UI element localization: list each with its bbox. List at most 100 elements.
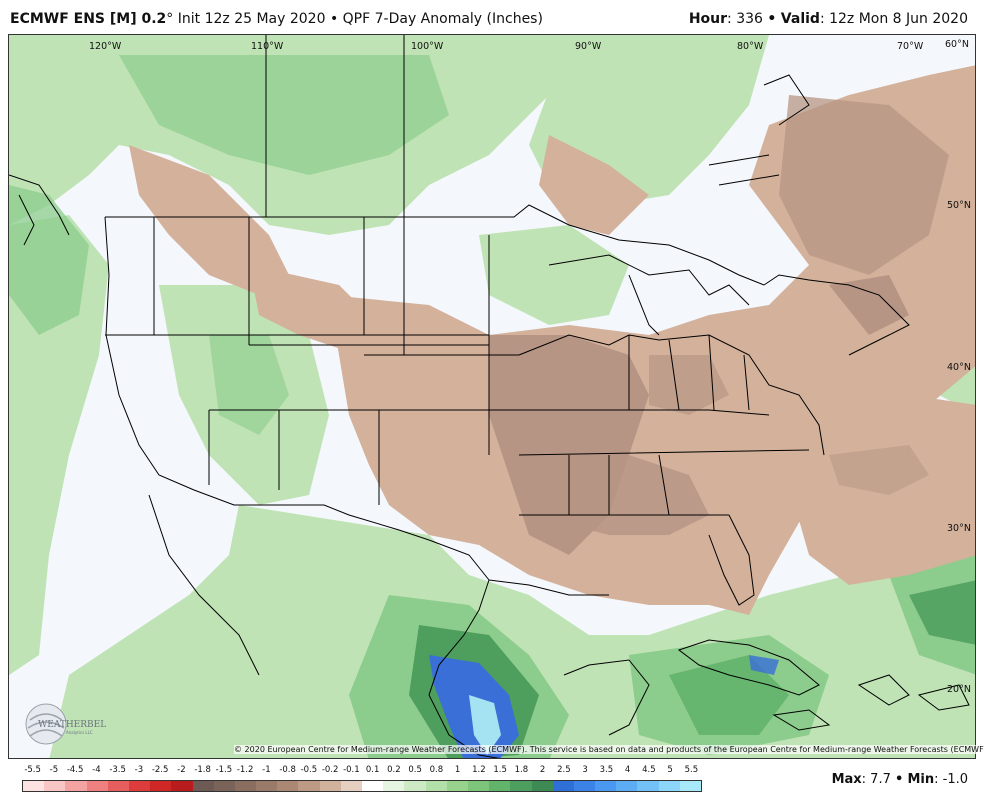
colorbar-tick-label: 1.5 (493, 765, 507, 775)
colorbar-swatch (150, 781, 172, 791)
lon-label-120w: 120°W (89, 41, 122, 52)
maxmin-bullet: • (895, 772, 904, 787)
colorbar-tick-label: -5.5 (24, 765, 41, 775)
map-canvas: 120°W 110°W 100°W 90°W 80°W 70°W 60°N 50… (9, 35, 975, 758)
colorbar-tick-label: -2.5 (151, 765, 169, 775)
colorbar-labels: -5.5 -5 -4.5 -4 -3.5 -3 -2.5 -2 -1.8 -1.5 -1.2 -1 -0… (22, 765, 702, 777)
lon-label-110w: 110°W (251, 41, 284, 52)
graticule-labels: 120°W 110°W 100°W 90°W 80°W 70°W 60°N 50… (89, 39, 971, 695)
degree-mark: ° (166, 11, 174, 27)
colorbar-tick-label: 1.2 (472, 765, 486, 775)
valid-bullet: • (767, 11, 777, 27)
colorbar-tick-label: 2.5 (557, 765, 571, 775)
max-value: : 7.7 (861, 772, 891, 787)
colorbar-swatch (86, 781, 108, 791)
colorbar-swatch (467, 781, 490, 791)
lon-label-80w: 80°W (737, 41, 764, 52)
colorbar-tick-label: 2 (539, 765, 546, 775)
colorbar-swatch (319, 781, 341, 791)
political-borders (9, 35, 970, 758)
colorbar-tick-label: 5 (667, 765, 673, 775)
valid-label: Valid (780, 11, 820, 27)
colorbar-swatch (298, 781, 320, 791)
weatherbell-logo: WEATHERBELL Analytics LLC (22, 700, 112, 750)
max-label: Max (831, 772, 862, 787)
colorbar-swatch (44, 781, 66, 791)
lon-label-90w: 90°W (575, 41, 602, 52)
lat-label-60n: 60°N (945, 39, 969, 50)
colorbar-tick-label: 0.8 (429, 765, 444, 775)
colorbar-swatch (616, 781, 638, 791)
colorbar-tick-label: 5.5 (684, 765, 699, 775)
colorbar-swatch (446, 781, 468, 791)
colorbar-tick-label: -3.5 (109, 765, 126, 775)
colorbar-tick-label: -0.8 (279, 765, 296, 775)
colorbar-swatch (552, 781, 574, 791)
colorbar-swatch (510, 781, 532, 791)
colorbar-swatch (679, 781, 701, 791)
colorbar-tick-label: 1.8 (514, 765, 529, 775)
colorbar-swatch (383, 781, 405, 791)
colorbar-swatch (658, 781, 680, 791)
colorbar-swatch (595, 781, 617, 791)
lon-label-100w: 100°W (411, 41, 444, 52)
colorbar-swatch (107, 781, 129, 791)
colorbar-tick-label: -4 (92, 765, 101, 775)
colorbar-tick-label: 4 (624, 765, 631, 775)
colorbar-swatch (277, 781, 299, 791)
init-time: Init 12z 25 May 2020 (177, 11, 326, 27)
colorbar-tick-label: -1.2 (236, 765, 254, 775)
colorbar-tick-label: -0.2 (321, 765, 339, 775)
max-min-summary: Max: 7.7 • Min: -1.0 (832, 772, 968, 787)
colorbar-swatch (256, 781, 278, 791)
colorbar-swatch (531, 781, 553, 791)
colorbar-swatch (425, 781, 447, 791)
colorbar-swatch (489, 781, 511, 791)
copyright-credit: © 2020 European Centre for Medium-range … (234, 745, 984, 754)
colorbar-swatch (573, 781, 596, 791)
title-bullet: • (329, 11, 339, 27)
product-name: QPF 7-Day Anomaly (Inches) (342, 11, 543, 27)
colorbar-tick-label: -5 (49, 765, 59, 775)
colorbar-tick-label: 3 (582, 765, 588, 775)
colorbar-swatch (192, 781, 214, 791)
lon-label-70w: 70°W (897, 41, 924, 52)
colorbar-swatch (404, 781, 426, 791)
colorbar-swatch (637, 781, 659, 791)
colorbar-tick-label: 0.2 (387, 765, 401, 775)
colorbar-swatch (23, 781, 45, 791)
deficit-fields (129, 65, 975, 615)
colorbar-swatch (362, 781, 384, 791)
colorbar-swatches (22, 780, 702, 792)
colorbar-tick-label: -2 (177, 765, 186, 775)
colorbar-tick-label: 1 (454, 765, 461, 775)
logo-text: WEATHERBELL (38, 720, 106, 730)
colorbar-tick-label: 3.5 (599, 765, 614, 775)
colorbar-swatch (128, 781, 151, 791)
min-value: : -1.0 (934, 772, 968, 787)
colorbar-tick-label: -1 (262, 765, 271, 775)
hour-label: Hour (688, 11, 728, 27)
hour-value: : 336 (727, 11, 763, 27)
colorbar-tick-label: -0.5 (300, 765, 318, 775)
map-title: ECMWF ENS [M] 0.2° Init 12z 25 May 2020 … (10, 11, 543, 27)
anomaly-map: 120°W 110°W 100°W 90°W 80°W 70°W 60°N 50… (8, 34, 976, 759)
lat-label-30n: 30°N (947, 523, 971, 534)
colorbar: -5.5 -5 -4.5 -4 -3.5 -3 -2.5 -2 -1.8 -1.5 -1.2 -1 -0… (22, 762, 702, 800)
model-name: ECMWF ENS [M] 0.2 (10, 11, 167, 27)
logo-subtext: Analytics LLC (66, 730, 93, 735)
lat-label-50n: 50°N (947, 200, 971, 211)
colorbar-swatch (65, 781, 87, 791)
colorbar-tick-label: 4.5 (642, 765, 656, 775)
min-label: Min (907, 772, 935, 787)
colorbar-tick-label: 0.5 (408, 765, 422, 775)
colorbar-tick-label: -1.5 (215, 765, 233, 775)
colorbar-tick-label: -3 (134, 765, 144, 775)
colorbar-swatch (234, 781, 257, 791)
colorbar-tick-label: -0.1 (343, 765, 360, 775)
valid-time-info: Hour: 336 • Valid: 12z Mon 8 Jun 2020 (689, 11, 968, 27)
valid-value: : 12z Mon 8 Jun 2020 (819, 11, 968, 27)
lat-label-20n: 20°N (947, 684, 971, 695)
lat-label-40n: 40°N (947, 362, 971, 373)
heavy-surplus-fields (429, 655, 779, 758)
